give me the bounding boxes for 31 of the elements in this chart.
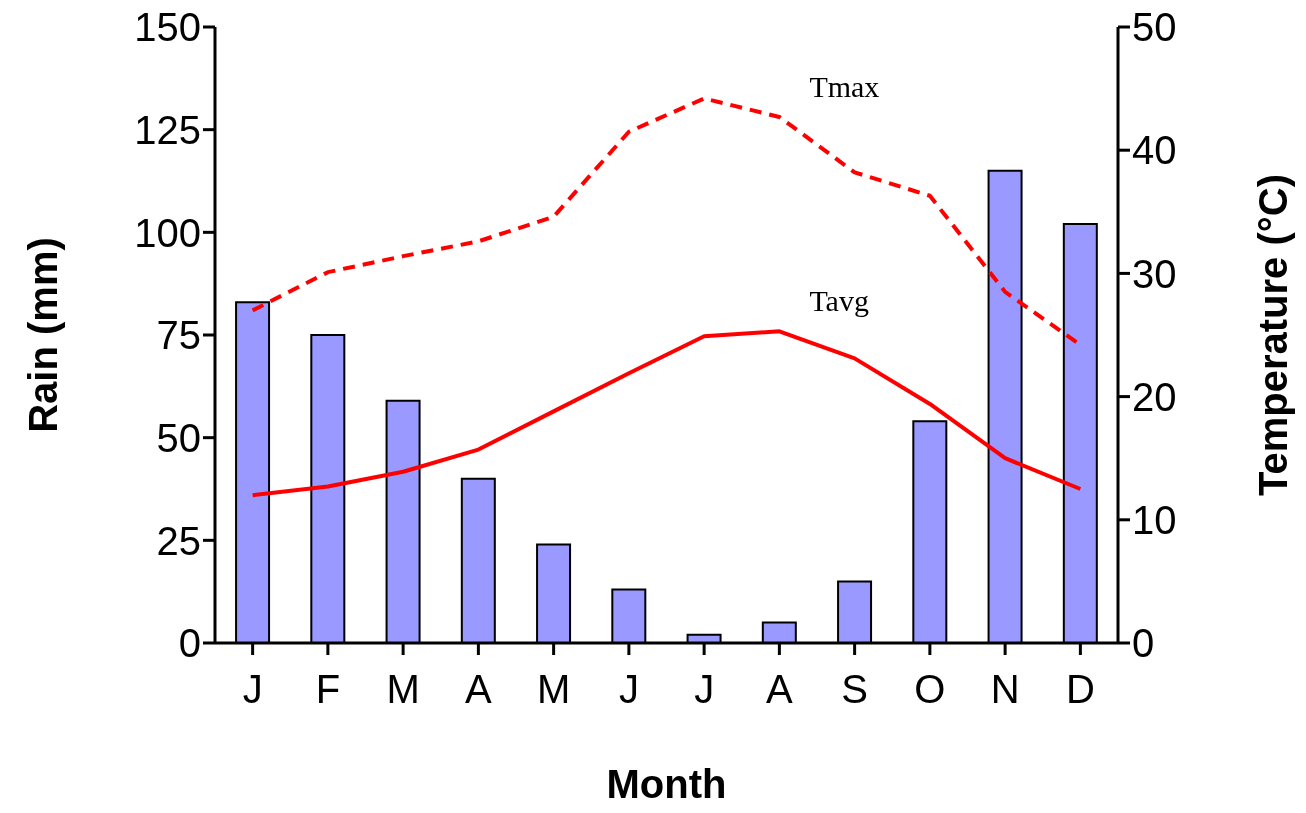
series-label: Tmax — [809, 69, 880, 103]
x-tick-label: N — [990, 667, 1020, 712]
x-axis-title: Month — [606, 762, 727, 806]
y-tick-label: 150 — [134, 5, 201, 50]
series-label: Tavg — [809, 284, 869, 318]
x-tick-label: J — [694, 667, 715, 712]
y-tick-label: 125 — [134, 107, 201, 152]
x-tick-label: S — [841, 667, 868, 712]
y2-tick-label: 50 — [1132, 5, 1177, 50]
y2-tick-label: 10 — [1132, 498, 1177, 542]
y-axis-title: Rain (mm) — [21, 237, 66, 433]
y-tick-label: 25 — [156, 518, 201, 563]
y-tick-label: 100 — [134, 210, 201, 255]
x-tick-label: A — [465, 667, 493, 712]
x-tick-label: M — [386, 667, 420, 712]
y2-tick-label: 40 — [1132, 128, 1177, 173]
x-tick-label: F — [315, 667, 341, 712]
y-tick-label: 75 — [156, 313, 201, 358]
x-tick-label: O — [914, 667, 946, 712]
x-tick-label: A — [766, 667, 794, 712]
x-tick-label: M — [536, 667, 571, 712]
y2-tick-label: 30 — [1132, 251, 1177, 296]
y2-tick-label: 0 — [1132, 621, 1155, 666]
y2-tick-label: 20 — [1132, 374, 1177, 419]
y-tick-label: 50 — [156, 415, 201, 460]
line-series — [250, 329, 1083, 498]
x-tick-label: J — [618, 667, 639, 712]
y-tick-label: 0 — [178, 621, 201, 666]
x-tick-label: D — [1065, 667, 1095, 712]
y2-axis-title: Temperature (°C) — [1251, 174, 1296, 496]
x-tick-label: J — [242, 667, 263, 712]
